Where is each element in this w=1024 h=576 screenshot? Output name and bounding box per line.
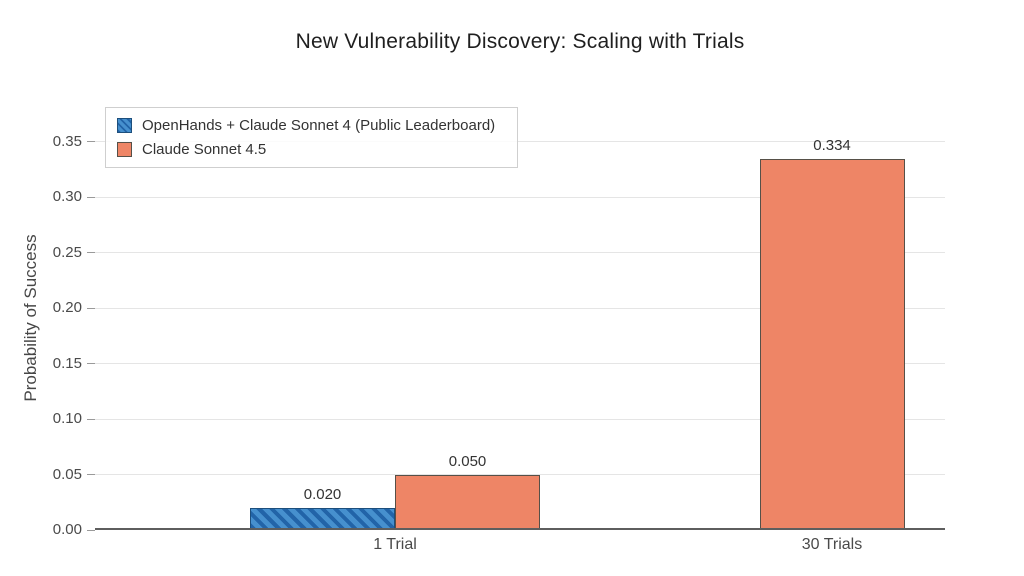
legend-label-series0: OpenHands + Claude Sonnet 4 (Public Lead…: [142, 117, 496, 134]
y-tick-label-0.35: 0.35: [52, 132, 82, 150]
y-tick-label-0.30: 0.30: [52, 188, 82, 205]
y-tick-mark-0.15: [87, 363, 95, 364]
legend-item-series1: Claude Sonnet 4.5: [117, 141, 495, 158]
y-tick-mark-0.20: [87, 307, 95, 309]
y-tick-mark-0.05: [87, 474, 95, 475]
gridline-0.20: [95, 307, 945, 309]
y-tick-label-0.00: 0.00: [52, 521, 82, 538]
bar-series1-cat1: [759, 159, 905, 530]
legend-label-series1: Claude Sonnet 4.5: [142, 141, 267, 158]
gridline-0.15: [95, 363, 945, 364]
gridline-0.30: [95, 196, 945, 198]
chart-title: New Vulnerability Discovery: Scaling wit…: [295, 30, 745, 53]
y-tick-mark-0.00: [87, 529, 95, 531]
x-axis-line: [95, 528, 945, 530]
bar-value-label-series1-cat1: 0.334: [813, 137, 851, 155]
bar-series1-cat0: [395, 474, 540, 530]
gridline-0.25: [95, 252, 945, 253]
y-tick-mark-0.30: [87, 196, 95, 198]
y-tick-mark-0.25: [87, 252, 95, 253]
legend-item-series0: OpenHands + Claude Sonnet 4 (Public Lead…: [117, 117, 495, 134]
y-tick-mark-0.35: [87, 141, 95, 142]
y-tick-label-0.15: 0.15: [52, 354, 82, 372]
gridline-0.35: [95, 141, 945, 142]
bar-value-label-series0-cat0: 0.020: [303, 485, 342, 503]
bar-value-label-series1-cat0: 0.050: [448, 452, 487, 470]
legend-swatch-series0: [117, 118, 132, 133]
x-tick-label-cat0: 1 Trial: [373, 536, 417, 553]
plot-area: 0.00 0.05 0.10 0.15 0.20 0.25 0.30 0.35 0.020 0.0…: [53, 110, 945, 553]
legend: OpenHands + Claude Sonnet 4 (Public Lead…: [105, 107, 519, 168]
y-tick-label-0.05: 0.05: [52, 465, 82, 483]
y-tick-label-0.20: 0.20: [52, 299, 82, 316]
gridline-0.10: [95, 418, 945, 420]
y-tick-label-0.10: 0.10: [52, 410, 82, 427]
bar-series0-cat0: [250, 507, 395, 530]
y-tick-label-0.25: 0.25: [52, 243, 82, 261]
x-tick-label-cat1: 30 Trials: [801, 536, 863, 553]
legend-swatch-series1: [117, 142, 132, 157]
y-tick-mark-0.10: [87, 418, 95, 420]
